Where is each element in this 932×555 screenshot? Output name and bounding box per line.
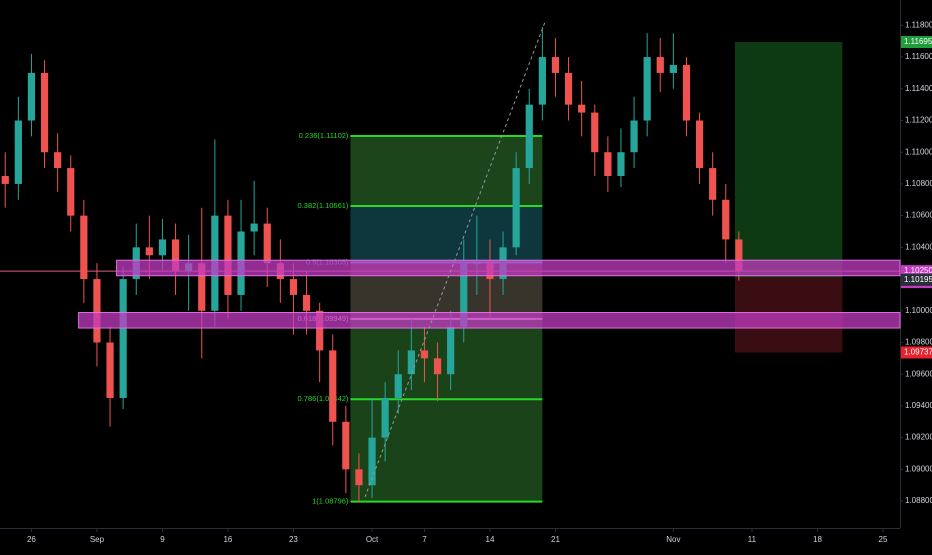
candle-body [342, 421, 350, 470]
x-tick-label: 21 [551, 535, 560, 544]
zone [116, 259, 901, 277]
y-tick-label: 1.11800 [905, 20, 932, 29]
price-badge-label: 1.10195 [904, 275, 932, 284]
candle-body [394, 374, 402, 398]
candle-body [512, 168, 520, 248]
price-badge-label: 1.09737 [904, 348, 932, 357]
candle-body [578, 104, 586, 113]
y-tick-label: 1.11400 [905, 84, 932, 93]
candle-body [158, 239, 167, 256]
y-tick-label: 1.09800 [905, 338, 932, 347]
candle-body [27, 72, 36, 121]
y-tick-label: 1.11200 [905, 116, 932, 125]
candle-body [40, 72, 49, 153]
y-tick-label: 1.10400 [905, 242, 932, 251]
candle-body [643, 57, 651, 121]
candle-body [460, 263, 468, 327]
candle-body [198, 263, 206, 311]
candle-body [381, 397, 389, 438]
candle-body [145, 247, 153, 256]
x-tick-label: 23 [289, 535, 298, 544]
candle-body [224, 215, 232, 295]
y-tick-label: 1.10000 [905, 306, 932, 315]
candle-body [302, 294, 311, 311]
x-tick-label: Sep [90, 535, 105, 544]
candle-body [119, 279, 127, 398]
candle-body [93, 279, 101, 343]
y-tick-label: 1.09000 [905, 464, 932, 473]
candle-body [289, 279, 298, 295]
candle-body [525, 104, 533, 169]
x-tick-label: 16 [223, 535, 232, 544]
price-badge-label: 1.10250 [904, 266, 932, 275]
y-tick-label: 1.10600 [905, 211, 932, 220]
y-tick-label: 1.08800 [905, 496, 932, 505]
fib-trend-line [364, 21, 546, 498]
fib-band [350, 136, 543, 206]
price-badge [901, 346, 932, 359]
candle-body [171, 239, 180, 272]
x-tick-label: 11 [748, 535, 757, 544]
candle-body [656, 57, 664, 73]
candle-body [669, 65, 677, 73]
y-tick-label: 1.09200 [905, 433, 932, 442]
axes: 26 Sep 9 16 23 Oct 7 14 21 Nov 11 18 25 1.11800 1.1160… [27, 20, 932, 544]
candle-body [695, 120, 704, 169]
y-tick-label: 1.11600 [905, 52, 932, 61]
candle-body [538, 57, 546, 105]
fib-label: 1(1.08796) [312, 497, 349, 506]
candle-body [54, 152, 62, 169]
candle-body [551, 57, 560, 73]
price-badge [901, 273, 932, 286]
x-tick-label: 26 [27, 535, 36, 544]
candle-body [263, 223, 271, 264]
x-tick-label: 9 [160, 535, 165, 544]
x-tick-label: 25 [879, 535, 888, 544]
fib-band [350, 205, 543, 263]
y-tick-label: 1.09600 [905, 369, 932, 378]
candle-body [106, 342, 114, 398]
candle-body [329, 350, 337, 422]
candle-body [407, 350, 415, 375]
x-tick-label: Oct [366, 535, 379, 544]
zone [78, 312, 901, 329]
candle-body [420, 350, 429, 359]
fib-band [350, 318, 543, 400]
candle-body [80, 215, 88, 280]
candle-body [67, 168, 75, 216]
x-tick-label: 14 [486, 535, 495, 544]
candle-body [682, 65, 691, 121]
candle-body [316, 310, 324, 351]
candle-body [604, 152, 612, 176]
candle-body [433, 358, 442, 375]
fib-label: 0.382(1.10661) [298, 201, 349, 210]
fib-band [350, 399, 543, 502]
candle-body [355, 469, 363, 486]
position-profit [734, 42, 843, 278]
candle-body [630, 120, 638, 153]
price-badge-label: 1.11695 [904, 37, 932, 46]
candle-body [1, 176, 9, 184]
plot-area: 0.236(1.11102)0.382(1.10661)0.5(1.10305)… [0, 26, 901, 506]
candle-body [722, 199, 730, 240]
price-badge [901, 36, 932, 49]
y-tick-label: 1.09400 [905, 401, 932, 410]
candle-body [250, 223, 258, 232]
fib-label: 0.786(1.09442) [298, 394, 349, 403]
candle-body [14, 120, 22, 184]
x-tick-label: Nov [666, 535, 680, 544]
y-tick-label: 1.11000 [905, 147, 932, 156]
candle-body [564, 72, 573, 105]
candle-body [368, 437, 376, 486]
candle-body [735, 239, 743, 272]
candle-body [591, 112, 599, 153]
candle-body [617, 152, 625, 176]
y-tick-label: 1.10800 [905, 179, 932, 188]
fib-label: 0.236(1.11102) [299, 131, 349, 140]
candle-body [709, 168, 717, 200]
x-tick-label: 18 [813, 535, 822, 544]
x-tick-label: 7 [422, 535, 427, 544]
candle-body [447, 326, 455, 375]
